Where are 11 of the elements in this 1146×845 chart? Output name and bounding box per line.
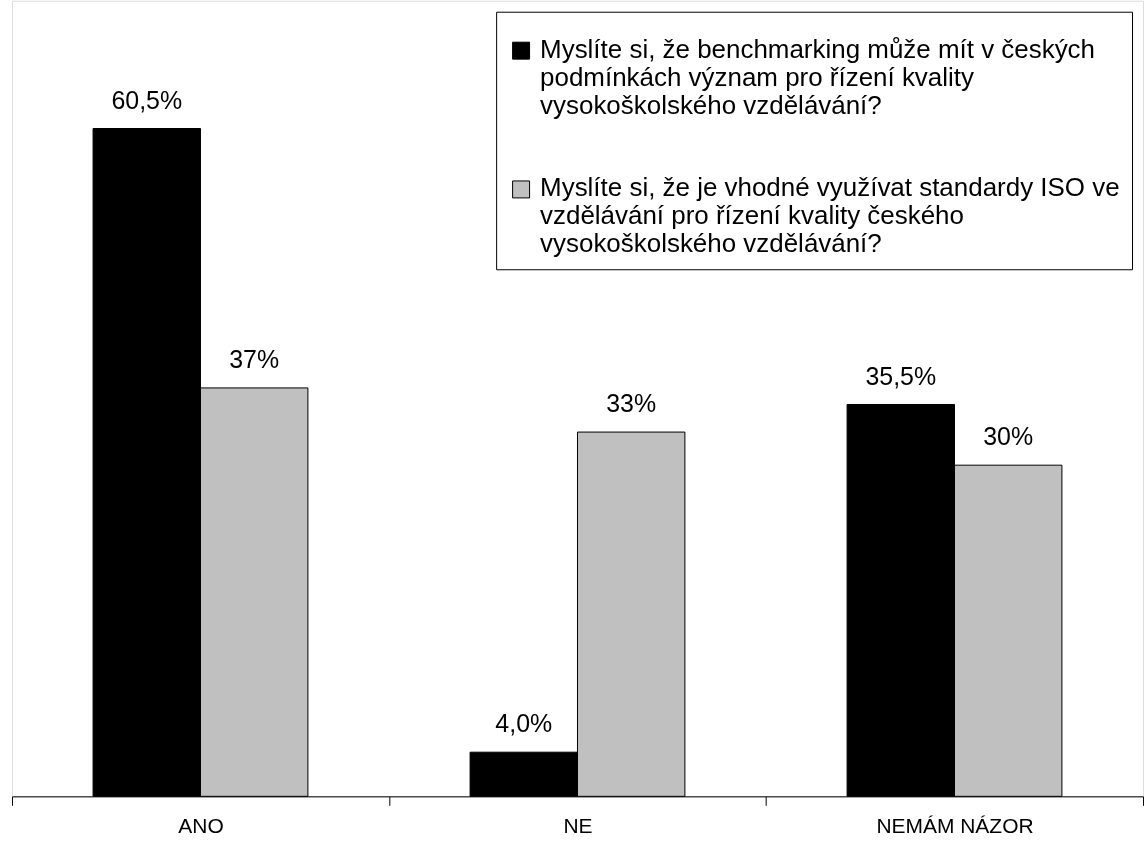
data-label: 60,5%	[111, 85, 183, 114]
legend-label: Myslíte si, že je vhodné využívat standardy ISO ve vzdělávání pro řízení kvality českého vysokoškolského vzdělávání?	[540, 173, 1120, 258]
data-label: 4,0%	[495, 709, 553, 738]
data-label: 33%	[606, 389, 657, 418]
data-label: 35,5%	[865, 361, 937, 390]
x-tick-label: NEMÁM NÁZOR	[876, 813, 1034, 837]
legend-label: Myslíte si, že benchmarking může mít v českých podmínkách význam pro řízení kvality vysokoškolského vzdělávání?	[540, 34, 1096, 119]
data-label: 30%	[983, 422, 1034, 451]
x-tick-label: ANO	[178, 813, 224, 837]
x-tick-label: NE	[563, 813, 593, 837]
data-label: 37%	[229, 344, 280, 373]
